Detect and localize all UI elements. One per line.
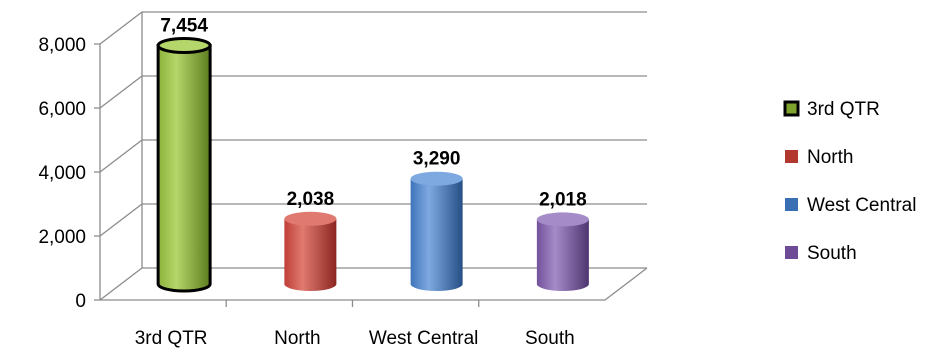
legend-swatch <box>785 150 798 163</box>
bar-body <box>536 219 589 291</box>
legend-label: South <box>807 243 857 264</box>
data-label: 2,018 <box>539 189 587 210</box>
y-tick-label: 4,000 <box>38 163 86 184</box>
gridline <box>94 75 647 109</box>
data-labels: 7,454 2,038 3,290 2,018 <box>160 15 586 210</box>
bar-south <box>536 212 589 291</box>
legend-label: 3rd QTR <box>807 99 880 120</box>
bar-top <box>410 171 463 186</box>
gridline <box>94 267 647 301</box>
legend-item: South <box>785 243 857 264</box>
data-label: 3,290 <box>413 149 461 170</box>
legend-item: West Central <box>785 195 916 216</box>
y-tick-label: 8,000 <box>38 35 86 56</box>
bar-north <box>284 211 337 291</box>
legend-item: North <box>785 147 853 168</box>
floor-edge <box>100 267 648 301</box>
bar-body <box>284 218 337 291</box>
x-axis-labels: 3rd QTR North West Central South <box>135 328 575 349</box>
gridlines <box>94 11 647 307</box>
bar-body <box>410 178 463 291</box>
bar-top <box>284 211 337 226</box>
bar-top <box>536 212 589 227</box>
gridline <box>94 203 647 237</box>
legend: 3rd QTR North West Central South <box>783 99 916 264</box>
data-label: 2,038 <box>287 189 335 210</box>
legend-swatch <box>785 246 798 259</box>
x-tick-label: North <box>274 328 320 349</box>
legend-swatch <box>783 100 800 117</box>
legend-item: 3rd QTR <box>783 99 880 120</box>
x-tick-label: West Central <box>369 328 478 349</box>
gridline <box>94 11 647 45</box>
y-axis-ticks: 0 2,000 4,000 6,000 8,000 <box>38 35 86 312</box>
y-tick-label: 2,000 <box>38 227 86 248</box>
bar-body <box>156 43 212 293</box>
bar-top <box>156 36 212 54</box>
legend-swatch <box>785 198 798 211</box>
legend-label: North <box>807 147 853 168</box>
legend-label: West Central <box>807 195 916 216</box>
data-label: 7,454 <box>160 15 208 36</box>
x-tick-label: 3rd QTR <box>135 328 208 349</box>
x-tick-label: South <box>525 328 575 349</box>
bar-3rd-qtr <box>156 36 212 293</box>
y-tick-label: 6,000 <box>38 99 86 120</box>
bar-west-central <box>410 171 463 291</box>
bars <box>156 36 589 293</box>
y-tick-label: 0 <box>75 291 86 312</box>
gridline <box>94 139 647 173</box>
